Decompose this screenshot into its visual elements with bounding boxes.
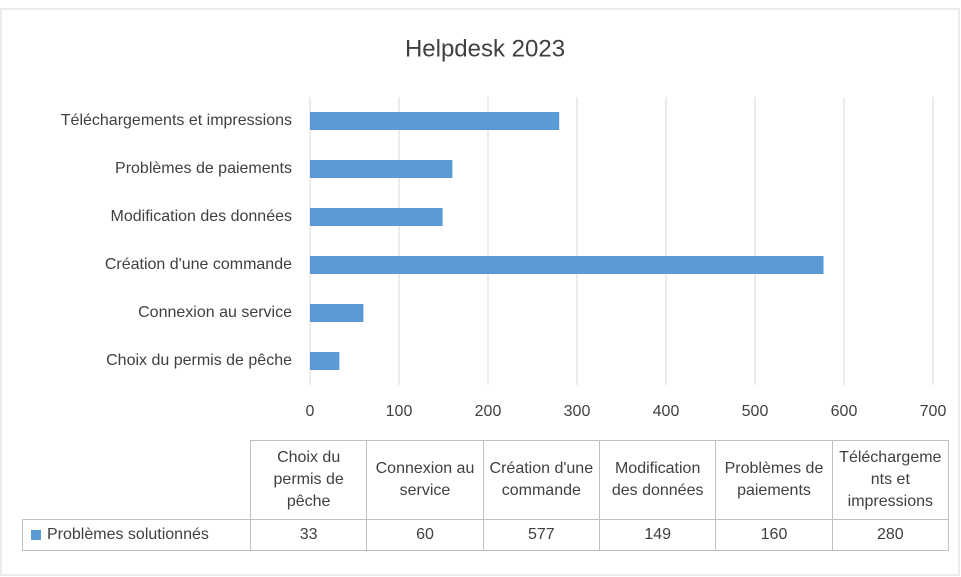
- x-tick-label: 500: [742, 403, 769, 420]
- bar: [310, 112, 560, 130]
- x-tick-label: 400: [653, 403, 680, 420]
- table-header: Connexion au service: [366, 440, 484, 520]
- table-value: 280: [831, 519, 949, 551]
- table-value: 149: [599, 519, 717, 551]
- y-tick-label: Création d'une commande: [105, 256, 292, 273]
- chart-frame: [0, 8, 960, 576]
- table-header: Modification des données: [599, 440, 717, 520]
- chart-title: Helpdesk 2023: [405, 35, 565, 62]
- x-tick-label: 100: [386, 403, 413, 420]
- x-tick-label: 600: [831, 403, 858, 420]
- bar: [310, 352, 340, 370]
- y-tick-label: Choix du permis de pêche: [106, 352, 292, 369]
- y-tick-label: Téléchargements et impressions: [61, 112, 292, 129]
- table-value: 577: [482, 519, 600, 551]
- legend-label: Problèmes solutionnés: [47, 526, 209, 543]
- table-value: 33: [250, 519, 368, 551]
- y-tick-label: Modification des données: [111, 208, 292, 225]
- table-value: 60: [366, 519, 484, 551]
- y-tick-label: Problèmes de paiements: [115, 160, 292, 177]
- table-value: 160: [715, 519, 833, 551]
- bar: [310, 256, 824, 274]
- legend-key: [31, 530, 41, 540]
- bar: [310, 208, 443, 226]
- bar: [310, 160, 453, 178]
- x-tick-label: 0: [306, 403, 315, 420]
- table-legend: Problèmes solutionnés: [22, 519, 251, 551]
- x-tick-label: 700: [920, 403, 947, 420]
- bar: [310, 304, 364, 322]
- x-tick-label: 200: [475, 403, 502, 420]
- x-tick-label: 300: [564, 403, 591, 420]
- table-header: Problèmes de paiements: [715, 440, 833, 520]
- table-header: Choix du permis de pêche: [250, 440, 368, 520]
- y-tick-label: Connexion au service: [138, 304, 292, 321]
- table-header: Téléchargements et impressions: [831, 440, 949, 520]
- table-header: Création d'une commande: [482, 440, 600, 520]
